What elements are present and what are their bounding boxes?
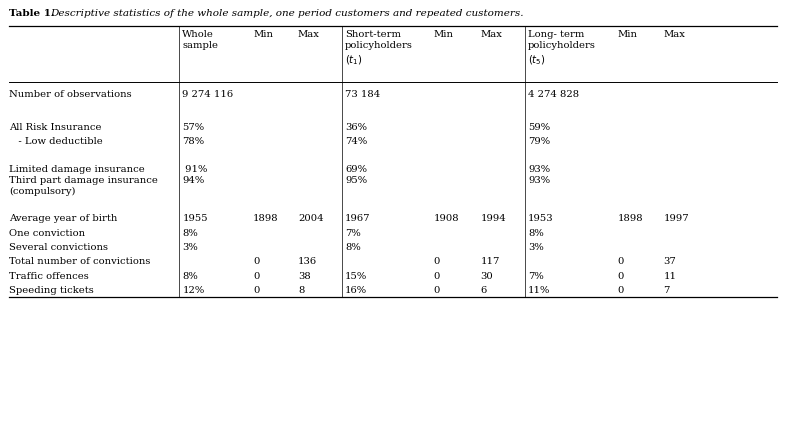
Text: 11%: 11% — [528, 286, 550, 295]
Text: 0: 0 — [618, 286, 624, 295]
Text: Max: Max — [298, 30, 320, 39]
Text: Third part damage insurance: Third part damage insurance — [9, 176, 158, 185]
Text: 8%: 8% — [345, 243, 361, 252]
Text: 1997: 1997 — [663, 214, 689, 223]
Text: 1898: 1898 — [253, 214, 279, 223]
Text: 2004: 2004 — [298, 214, 324, 223]
Text: 93%: 93% — [528, 176, 550, 185]
Text: 3%: 3% — [528, 243, 544, 252]
Text: 15%: 15% — [345, 271, 367, 281]
Text: Short-term
policyholders
$(t_1)$: Short-term policyholders $(t_1)$ — [345, 30, 413, 67]
Text: 0: 0 — [434, 257, 440, 266]
Text: 1955: 1955 — [182, 214, 208, 223]
Text: Min: Min — [253, 30, 273, 39]
Text: 74%: 74% — [345, 137, 367, 146]
Text: 12%: 12% — [182, 286, 204, 295]
Text: 136: 136 — [298, 257, 317, 266]
Text: 0: 0 — [253, 257, 259, 266]
Text: 1994: 1994 — [480, 214, 506, 223]
Text: 73 184: 73 184 — [345, 89, 380, 99]
Text: 11: 11 — [663, 271, 677, 281]
Text: 36%: 36% — [345, 123, 367, 132]
Text: 8%: 8% — [182, 271, 198, 281]
Text: 93%: 93% — [528, 164, 550, 174]
Text: Max: Max — [663, 30, 685, 39]
Text: 1898: 1898 — [618, 214, 644, 223]
Text: Several convictions: Several convictions — [9, 243, 108, 252]
Text: 30: 30 — [480, 271, 493, 281]
Text: Min: Min — [618, 30, 637, 39]
Text: 0: 0 — [253, 271, 259, 281]
Text: 7%: 7% — [345, 229, 361, 238]
Text: 59%: 59% — [528, 123, 550, 132]
Text: Whole
sample: Whole sample — [182, 30, 219, 50]
Text: Average year of birth: Average year of birth — [9, 214, 118, 223]
Text: 8%: 8% — [182, 229, 198, 238]
Text: Limited damage insurance: Limited damage insurance — [9, 164, 145, 174]
Text: 117: 117 — [480, 257, 500, 266]
Text: 91%: 91% — [182, 164, 208, 174]
Text: Number of observations: Number of observations — [9, 89, 132, 99]
Text: 1908: 1908 — [434, 214, 460, 223]
Text: 1953: 1953 — [528, 214, 554, 223]
Text: 69%: 69% — [345, 164, 367, 174]
Text: Descriptive statistics of the whole sample, one period customers and repeated cu: Descriptive statistics of the whole samp… — [50, 9, 523, 18]
Text: 0: 0 — [434, 286, 440, 295]
Text: Speeding tickets: Speeding tickets — [9, 286, 94, 295]
Text: 94%: 94% — [182, 176, 204, 185]
Text: 6: 6 — [480, 286, 487, 295]
Text: 8%: 8% — [528, 229, 544, 238]
Text: 9 274 116: 9 274 116 — [182, 89, 233, 99]
Text: One conviction: One conviction — [9, 229, 86, 238]
Text: (compulsory): (compulsory) — [9, 187, 76, 196]
Text: Table 1.: Table 1. — [9, 9, 59, 18]
Text: 0: 0 — [618, 271, 624, 281]
Text: 3%: 3% — [182, 243, 198, 252]
Text: - Low deductible: - Low deductible — [9, 137, 103, 146]
Text: 37: 37 — [663, 257, 676, 266]
Text: All Risk Insurance: All Risk Insurance — [9, 123, 102, 132]
Text: 78%: 78% — [182, 137, 204, 146]
Text: 95%: 95% — [345, 176, 367, 185]
Text: 8: 8 — [298, 286, 304, 295]
Text: 7%: 7% — [528, 271, 544, 281]
Text: 0: 0 — [253, 286, 259, 295]
Text: 16%: 16% — [345, 286, 367, 295]
Text: 57%: 57% — [182, 123, 204, 132]
Text: 4 274 828: 4 274 828 — [528, 89, 579, 99]
Text: Traffic offences: Traffic offences — [9, 271, 89, 281]
Text: 0: 0 — [434, 271, 440, 281]
Text: Min: Min — [434, 30, 454, 39]
Text: Total number of convictions: Total number of convictions — [9, 257, 151, 266]
Text: 7: 7 — [663, 286, 670, 295]
Text: Max: Max — [480, 30, 502, 39]
Text: Long- term
policyholders
$(t_5)$: Long- term policyholders $(t_5)$ — [528, 30, 596, 67]
Text: 1967: 1967 — [345, 214, 370, 223]
Text: 79%: 79% — [528, 137, 550, 146]
Text: 38: 38 — [298, 271, 310, 281]
Text: 0: 0 — [618, 257, 624, 266]
